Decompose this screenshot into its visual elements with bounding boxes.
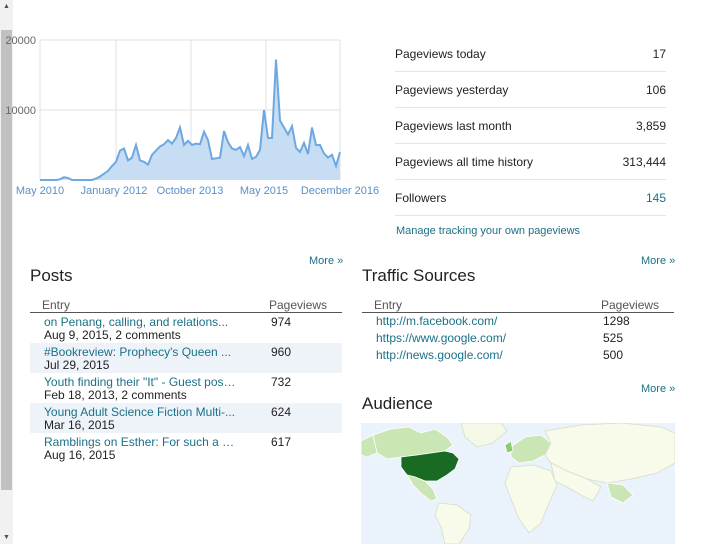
entry-column-header: Entry	[42, 298, 71, 312]
table-row: http://news.google.com/ 500	[362, 347, 674, 364]
table-row: http://m.facebook.com/ 1298	[362, 313, 674, 330]
map-region-southeast-asia	[606, 482, 634, 504]
y-tick-label: 10000	[5, 105, 36, 117]
posts-more-link[interactable]: More »	[309, 255, 344, 267]
pageviews-column-header: Pageviews	[269, 298, 328, 312]
map-region-alaska	[361, 434, 378, 458]
stat-value: 3,859	[635, 118, 666, 133]
scroll-thumb[interactable]	[1, 30, 12, 490]
y-tick-label: 20000	[5, 35, 36, 47]
post-pageviews: 617	[271, 435, 292, 449]
table-row: on Penang, calling, and relations... Aug…	[30, 313, 342, 343]
traffic-pageviews: 525	[603, 331, 624, 345]
x-tick-label: December 2016	[301, 185, 379, 197]
map-region-europe	[510, 434, 552, 464]
stat-last-month: Pageviews last month 3,859	[395, 108, 666, 144]
post-meta: Aug 9, 2015, 2 comments	[44, 328, 181, 342]
x-tick-label: May 2015	[240, 185, 288, 197]
chart-line	[40, 59, 341, 181]
post-title-link[interactable]: Ramblings on Esther: For such a ti...	[44, 435, 236, 449]
traffic-source-link[interactable]: http://m.facebook.com/	[376, 314, 498, 328]
post-pageviews: 960	[271, 345, 292, 359]
table-row: https://www.google.com/ 525	[362, 330, 674, 347]
x-tick-label: May 2010	[16, 185, 64, 197]
traffic-sources-table: Entry Pageviews http://m.facebook.com/ 1…	[362, 297, 674, 364]
x-axis-labels: May 2010 January 2012 October 2013 May 2015…	[16, 185, 379, 197]
post-title-link[interactable]: Young Adult Science Fiction Multi-...	[44, 405, 235, 419]
traffic-source-link[interactable]: http://news.google.com/	[376, 348, 503, 362]
pageviews-chart: 20000 10000 May 2010 January 2012 October 2…	[5, 35, 379, 197]
post-pageviews: 732	[271, 375, 292, 389]
post-meta: Aug 16, 2015	[44, 448, 116, 462]
map-region-uk	[504, 440, 514, 454]
stat-label: Pageviews today	[395, 46, 486, 61]
audience-title: Audience	[362, 394, 433, 413]
post-meta: Mar 16, 2015	[44, 418, 115, 432]
stat-value: 313,444	[622, 154, 666, 169]
traffic-more-link[interactable]: More »	[641, 255, 676, 267]
stat-value: 17	[652, 46, 666, 61]
traffic-source-link[interactable]: https://www.google.com/	[376, 331, 507, 345]
post-title-link[interactable]: on Penang, calling, and relations...	[44, 315, 229, 329]
stat-label: Pageviews last month	[395, 118, 512, 133]
followers-count-link[interactable]: 145	[645, 190, 666, 205]
map-region-mexico	[406, 474, 438, 502]
map-region-africa	[504, 464, 558, 534]
table-row: Youth finding their "It" - Guest post ..…	[30, 373, 342, 403]
map-region-south-america	[434, 502, 472, 544]
stat-label: Followers	[395, 190, 447, 205]
post-pageviews: 974	[271, 315, 292, 329]
post-pageviews: 624	[271, 405, 292, 419]
x-tick-label: October 2013	[157, 185, 224, 197]
pageviews-column-header: Pageviews	[601, 298, 660, 312]
posts-title: Posts	[30, 266, 73, 285]
post-title-link[interactable]: Youth finding their "It" - Guest post ..…	[44, 375, 236, 389]
table-row: #Bookreview: Prophecy's Queen ... Jul 29…	[30, 343, 342, 373]
table-row: Young Adult Science Fiction Multi-... Ma…	[30, 403, 342, 433]
scroll-up-arrow-icon[interactable]: ▲	[3, 3, 10, 10]
traffic-sources-title: Traffic Sources	[362, 266, 476, 285]
post-title-link[interactable]: #Bookreview: Prophecy's Queen ...	[44, 345, 232, 359]
stat-yesterday: Pageviews yesterday 106	[395, 72, 666, 108]
y-axis-labels: 20000 10000	[5, 35, 36, 117]
stat-all-time: Pageviews all time history 313,444	[395, 144, 666, 180]
map-region-asia	[544, 423, 675, 484]
entry-column-header: Entry	[374, 298, 403, 312]
post-meta: Feb 18, 2013, 2 comments	[44, 388, 187, 402]
audience-world-map[interactable]	[361, 423, 675, 544]
scroll-down-arrow-icon[interactable]: ▼	[3, 534, 10, 541]
stat-today: Pageviews today 17	[395, 36, 666, 72]
world-map-svg	[361, 423, 675, 544]
map-region-south-asia	[550, 462, 602, 502]
stat-value: 106	[645, 82, 666, 97]
pageview-stats: Pageviews today 17 Pageviews yesterday 1…	[395, 36, 666, 216]
posts-table: Entry Pageviews on Penang, calling, and …	[30, 297, 342, 463]
stat-label: Pageviews all time history	[395, 154, 534, 169]
traffic-pageviews: 1298	[603, 314, 630, 328]
post-meta: Jul 29, 2015	[44, 358, 110, 372]
manage-tracking-link[interactable]: Manage tracking your own pageviews	[396, 225, 581, 237]
map-region-greenland	[460, 423, 508, 448]
map-region-canada	[372, 426, 454, 460]
table-row: Ramblings on Esther: For such a ti... Au…	[30, 433, 342, 463]
stat-followers: Followers 145	[395, 180, 666, 216]
audience-more-link[interactable]: More »	[641, 383, 676, 395]
posts-table-header: Entry Pageviews	[30, 297, 342, 313]
traffic-table-header: Entry Pageviews	[362, 297, 674, 313]
chart-area	[40, 59, 340, 180]
stat-label: Pageviews yesterday	[395, 82, 509, 97]
vertical-scrollbar[interactable]: ▲ ▼	[0, 0, 13, 544]
traffic-pageviews: 500	[603, 348, 624, 362]
x-tick-label: January 2012	[81, 185, 148, 197]
